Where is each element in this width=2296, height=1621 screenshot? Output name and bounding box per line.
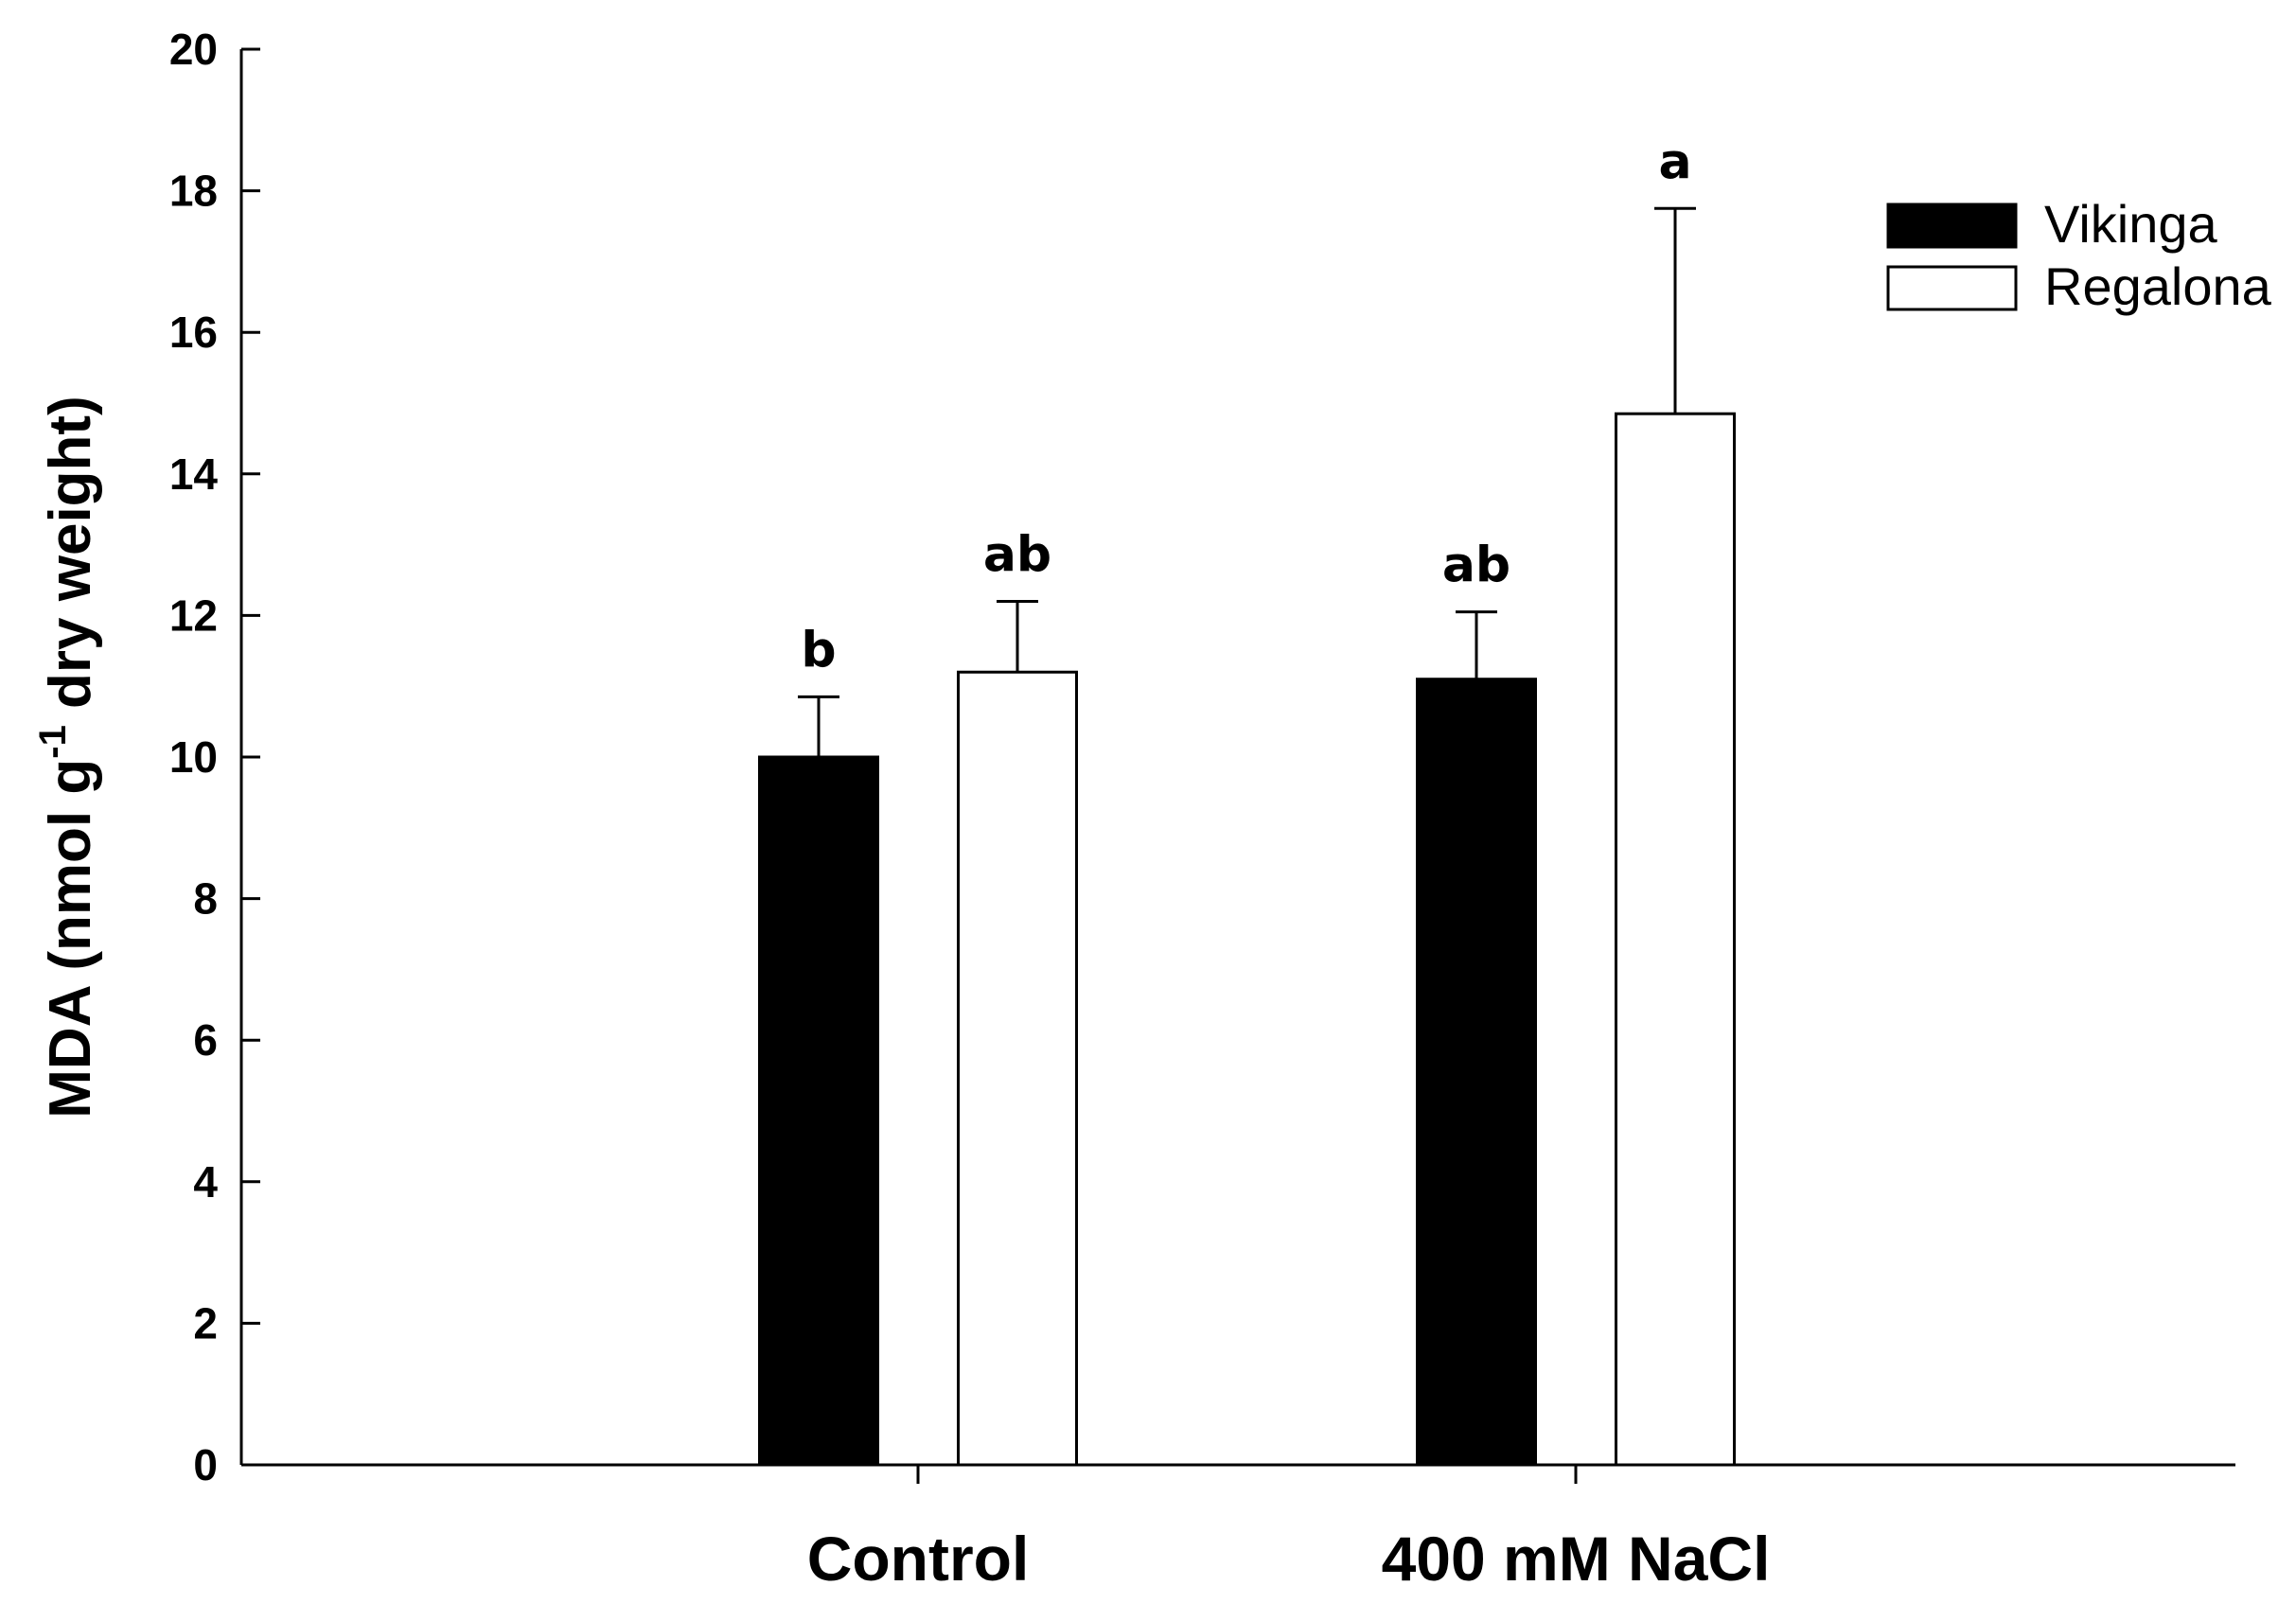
category-label: 400 mM NaCl (1382, 1524, 1771, 1594)
y-tick-label: 16 (169, 308, 218, 357)
bar-vikinga-nacl (1416, 678, 1537, 1467)
y-tick-label: 14 (169, 449, 219, 499)
y-tick-label: 18 (169, 167, 218, 216)
y-tick-label: 4 (193, 1157, 218, 1207)
y-ticks: 0 2 4 6 8 10 12 14 16 18 20 (169, 25, 260, 1489)
axes (239, 49, 2235, 1467)
y-tick-label: 20 (169, 25, 218, 74)
y-axis-label-superscript: -1 (32, 725, 74, 759)
bar-regalona-control (957, 670, 1078, 1467)
y-tick-label: 0 (193, 1440, 218, 1489)
bar-regalona-nacl (1615, 412, 1736, 1467)
y-tick-label: 2 (193, 1298, 218, 1348)
y-axis-label-tail: dry weight) (38, 396, 103, 725)
y-tick-label: 10 (169, 732, 218, 782)
bar-vikinga-control (758, 755, 879, 1467)
significance-letter: ab (1442, 537, 1510, 594)
legend-swatch-vikinga (1886, 203, 2018, 249)
y-axis-label-main: MDA (nmol g (38, 759, 103, 1119)
significance-letter: b (801, 622, 836, 678)
category-labels: Control 400 mM NaCl (807, 1465, 1771, 1594)
y-tick-label: 6 (193, 1015, 218, 1065)
legend-swatch-regalona (1886, 265, 2018, 311)
significance-letter: ab (983, 526, 1051, 583)
category-label: Control (807, 1524, 1030, 1594)
y-axis-label: MDA (nmol g-1 dry weight) (32, 396, 103, 1118)
legend-label-vikinga: Vikinga (2044, 194, 2218, 254)
bars: b ab ab a (758, 133, 1736, 1467)
legend-label-regalona: Regalona (2044, 256, 2272, 316)
y-tick-label: 8 (193, 874, 218, 924)
y-tick-label: 12 (169, 590, 218, 640)
significance-letter: a (1658, 133, 1691, 190)
